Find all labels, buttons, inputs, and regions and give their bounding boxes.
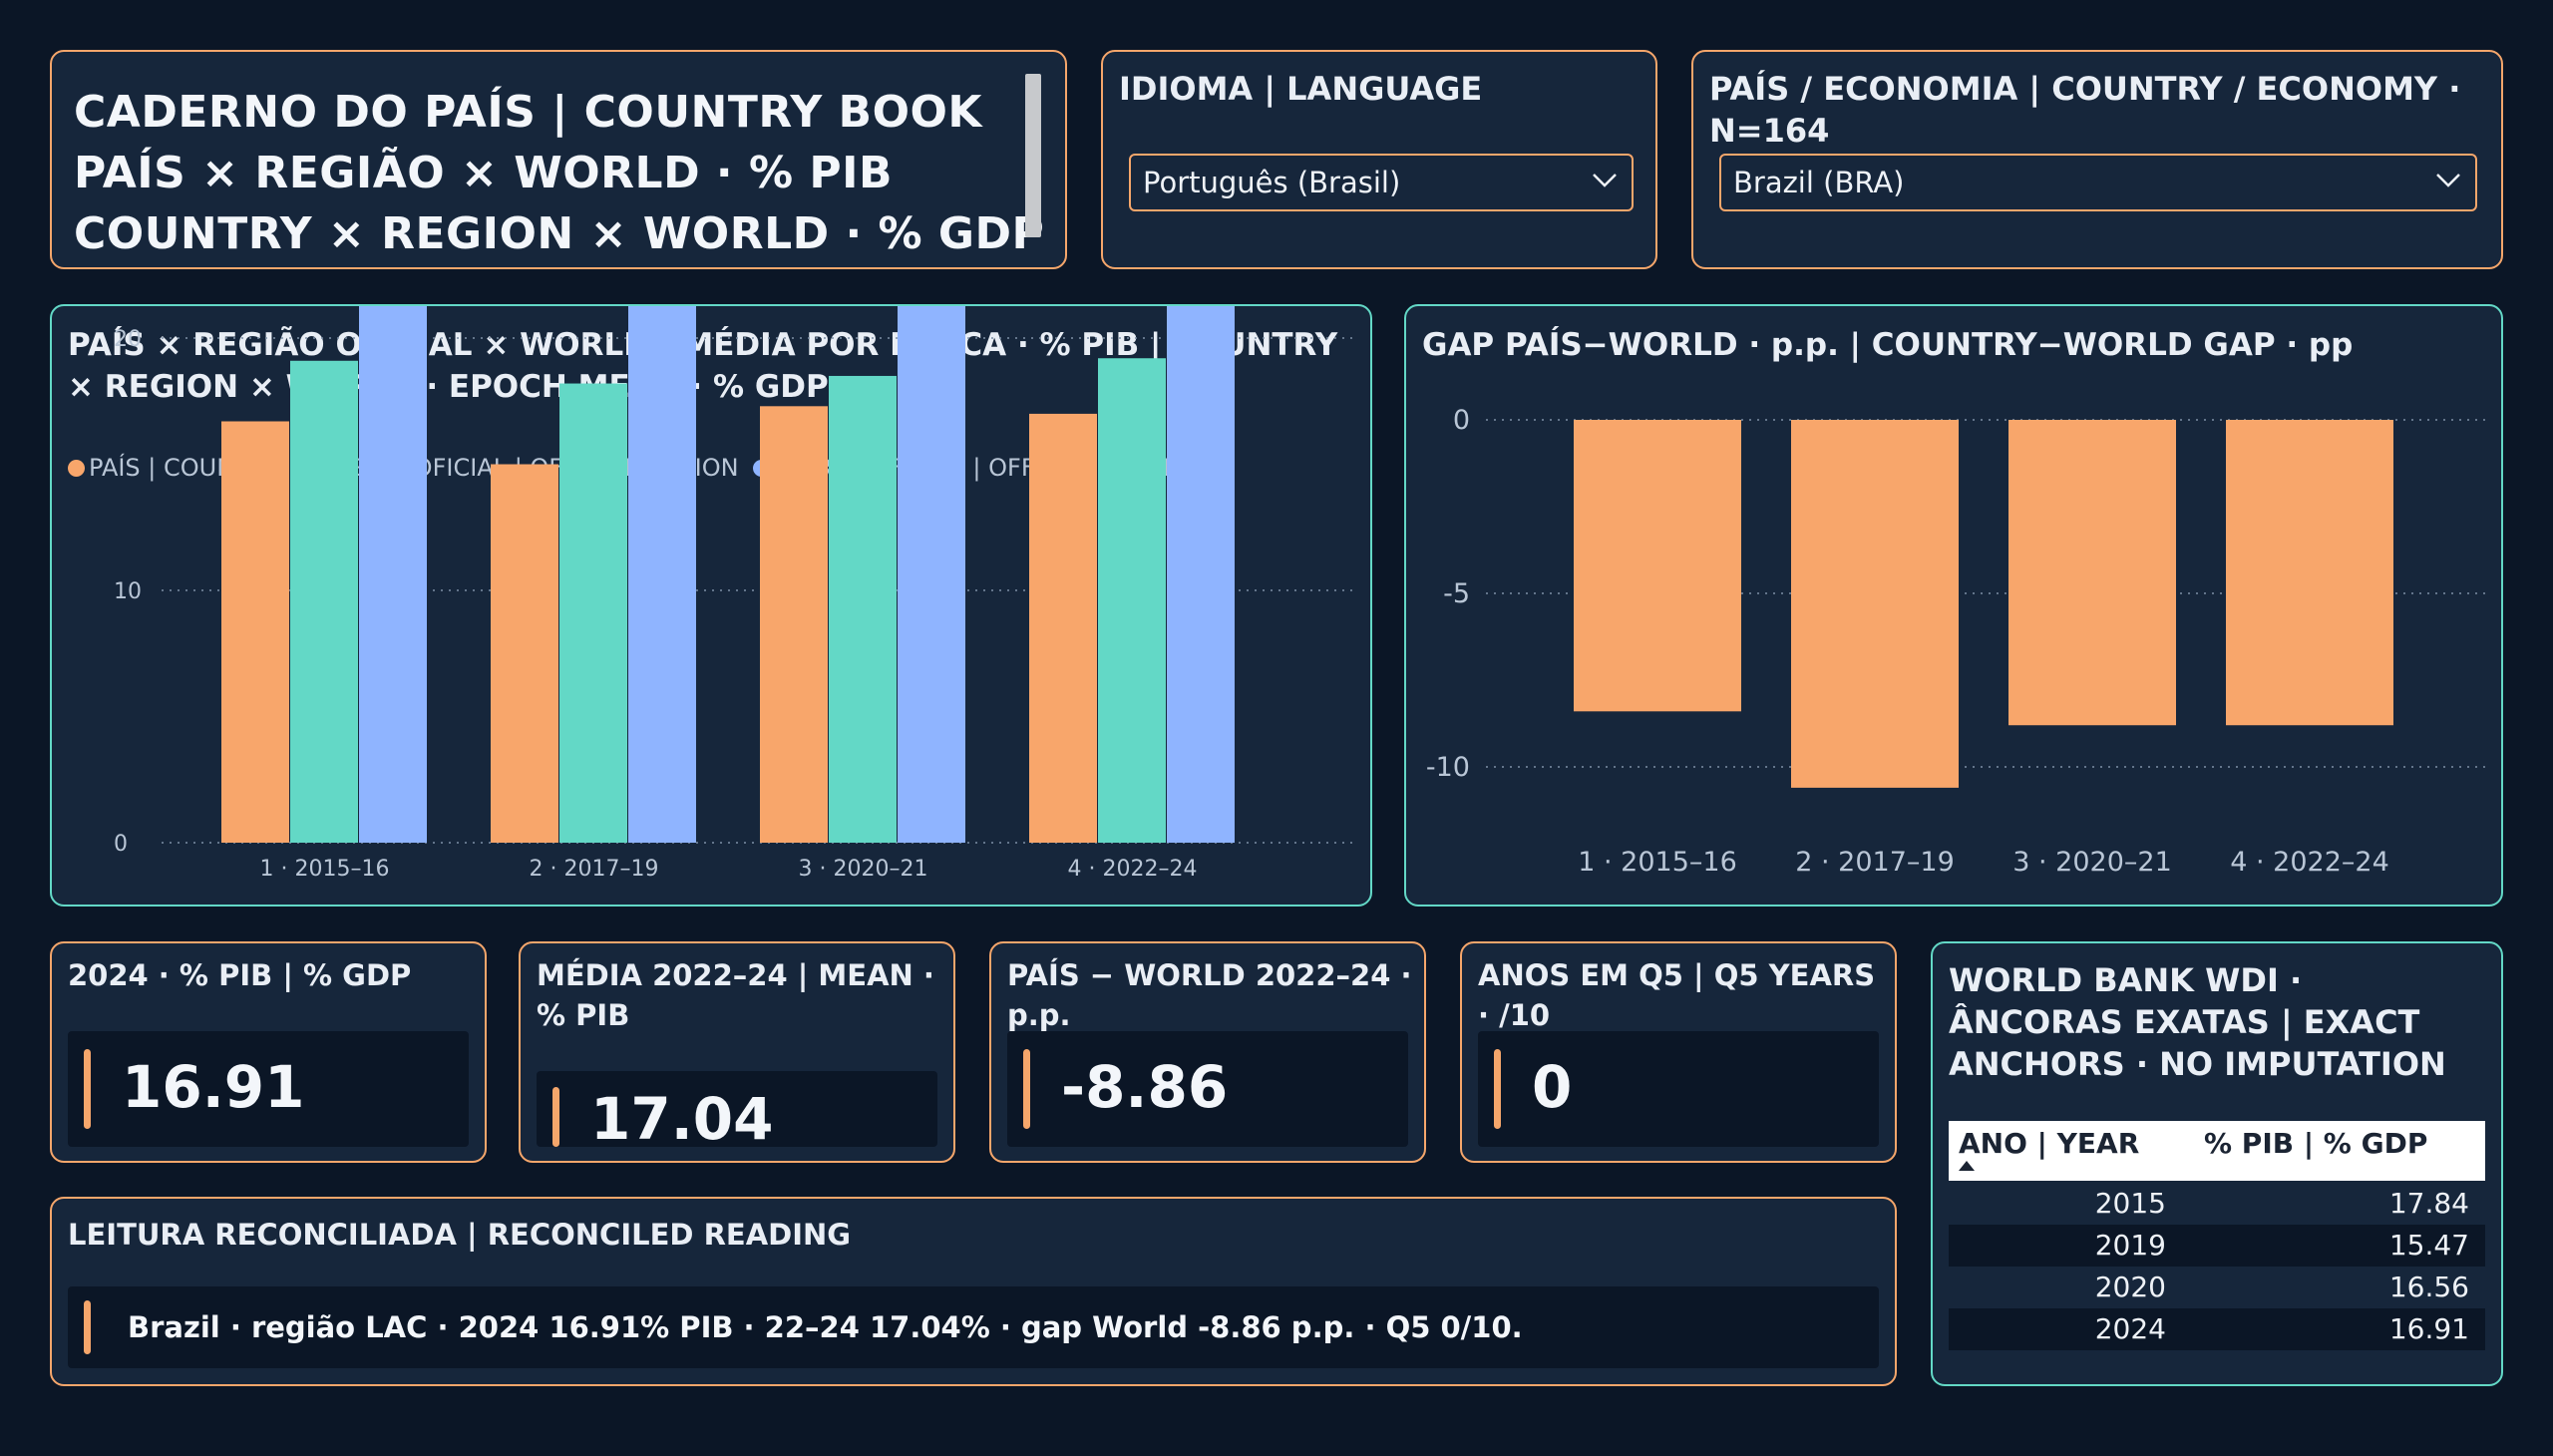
y-tick-label: 10	[114, 579, 142, 604]
y-tick-label: -5	[1443, 578, 1470, 609]
kpi-value-mean: 17.04	[590, 1085, 774, 1147]
kpi-value-box: -8.86	[1007, 1031, 1408, 1147]
title-line-3: COUNTRY × REGION × WORLD · % GDP	[74, 208, 1045, 259]
kpi-card-mean: MÉDIA 2022–24 | MEAN · % PIB 17.04	[519, 941, 955, 1163]
gap-chart-panel: GAP PAÍS−WORLD · p.p. | COUNTRY−WORLD GA…	[1404, 304, 2503, 907]
chevron-down-icon	[1593, 174, 1617, 187]
row-year: 2020	[2094, 1271, 2166, 1303]
row-value: 15.47	[2388, 1229, 2469, 1262]
country-select[interactable]: Brazil (BRA)	[1719, 154, 2477, 211]
row-year: 2024	[2094, 1312, 2166, 1345]
bar-world	[1167, 306, 1235, 844]
language-filter-panel: IDIOMA | LANGUAGE Português (Brasil)	[1101, 50, 1657, 269]
bar-region	[559, 383, 627, 843]
col-header-value[interactable]: % PIB | % GDP	[2204, 1127, 2428, 1160]
reconciled-reading-panel: LEITURA RECONCILIADA | RECONCILED READIN…	[50, 1197, 1897, 1386]
reading-box: Brazil · região LAC · 2024 16.91% PIB · …	[68, 1286, 1879, 1368]
table-row: 2015 17.84	[1949, 1183, 2485, 1225]
anchors-table-header: ANO | YEAR % PIB | % GDP	[1949, 1121, 2485, 1181]
kpi-title-gap: PAÍS − WORLD 2022–24 · p.p.	[1007, 958, 1412, 1032]
x-tick-label: 4 · 2022–24	[2230, 847, 2389, 878]
kpi-value-box: 16.91	[68, 1031, 469, 1147]
kpi-value-q5: 0	[1532, 1053, 1573, 1121]
bar-world	[628, 306, 696, 843]
kpi-title-2024: 2024 · % PIB | % GDP	[68, 958, 412, 992]
header-panel: CADERNO DO PAÍS | COUNTRY BOOK PAÍS × RE…	[50, 50, 1067, 269]
table-row: 2020 16.56	[1949, 1267, 2485, 1308]
kpi-accent-bar	[1023, 1049, 1030, 1129]
gap-bar	[2226, 420, 2393, 726]
kpi-accent-bar	[1494, 1049, 1501, 1129]
kpi-value-box: 0	[1478, 1031, 1879, 1147]
bar-region	[829, 375, 897, 843]
bar-country	[1029, 413, 1097, 843]
gap-chart-title: GAP PAÍS−WORLD · p.p. | COUNTRY−WORLD GA…	[1422, 327, 2354, 363]
row-year: 2019	[2094, 1229, 2166, 1262]
x-tick-label: 3 · 2020–21	[2012, 847, 2172, 878]
language-select-value: Português (Brasil)	[1143, 166, 1401, 199]
epoch-chart-panel: PAÍS × REGIÃO OFICIAL × WORLD · MÉDIA PO…	[50, 304, 1372, 907]
table-row: 2019 15.47	[1949, 1225, 2485, 1267]
kpi-value-2024: 16.91	[122, 1053, 305, 1121]
row-value: 16.56	[2388, 1271, 2469, 1303]
reading-title: LEITURA RECONCILIADA | RECONCILED READIN…	[68, 1218, 852, 1252]
bar-region	[1098, 358, 1166, 843]
kpi-value-gap: -8.86	[1061, 1053, 1229, 1121]
gap-bar	[1574, 420, 1741, 712]
kpi-title-q5: ANOS EM Q5 | Q5 YEARS · /10	[1478, 958, 1876, 1032]
x-tick-label: 3 · 2020–21	[799, 857, 928, 882]
page-title: CADERNO DO PAÍS | COUNTRY BOOK PAÍS × RE…	[74, 82, 1044, 264]
x-tick-label: 4 · 2022–24	[1068, 857, 1198, 882]
anchors-title: WORLD BANK WDI · ÂNCORAS EXATAS | EXACT …	[1949, 961, 2446, 1083]
x-tick-label: 2 · 2017–19	[530, 857, 659, 882]
title-scrollbar[interactable]	[1025, 74, 1041, 237]
reading-text: Brazil · região LAC · 2024 16.91% PIB · …	[128, 1310, 1523, 1344]
epoch-chart-title: PAÍS × REGIÃO OFICIAL × WORLD · MÉDIA PO…	[68, 327, 1338, 405]
anchors-panel: WORLD BANK WDI · ÂNCORAS EXATAS | EXACT …	[1931, 941, 2503, 1386]
kpi-card-2024: 2024 · % PIB | % GDP 16.91	[50, 941, 487, 1163]
bar-country	[221, 421, 289, 843]
legend-dot-country	[68, 459, 85, 477]
bar-world	[359, 306, 427, 844]
row-year: 2015	[2094, 1187, 2166, 1220]
bar-country	[491, 464, 558, 843]
x-tick-label: 1 · 2015–16	[1578, 847, 1737, 878]
row-value: 17.84	[2388, 1187, 2469, 1220]
kpi-title-mean: MÉDIA 2022–24 | MEAN · % PIB	[537, 958, 934, 1032]
reading-accent-bar	[84, 1300, 91, 1354]
y-tick-label: 0	[1453, 405, 1470, 436]
epoch-bar-chart: 0 10 20 1 · 2015–16 2 · 2017–19 3 · 2020–21 4 …	[114, 306, 1354, 882]
bar-region	[290, 360, 358, 843]
kpi-card-q5: ANOS EM Q5 | Q5 YEARS · /10 0	[1460, 941, 1897, 1163]
sort-asc-icon	[1959, 1161, 1975, 1171]
kpi-value-box: 17.04	[537, 1071, 937, 1147]
gap-bar	[1791, 420, 1959, 788]
title-line-2: PAÍS × REGIÃO × WORLD · % PIB	[74, 148, 894, 198]
kpi-accent-bar	[84, 1049, 91, 1129]
y-tick-label: 0	[114, 832, 128, 857]
language-select[interactable]: Português (Brasil)	[1129, 154, 1634, 211]
gap-bar-chart: 0 -5 -10 1 · 2015–16 2 · 2017–19 3 · 2020–21 4…	[1426, 405, 2488, 878]
kpi-accent-bar	[552, 1087, 559, 1147]
bar-country	[760, 406, 828, 843]
chevron-down-icon	[2436, 174, 2460, 187]
x-tick-label: 1 · 2015–16	[260, 857, 390, 882]
x-tick-label: 2 · 2017–19	[1795, 847, 1955, 878]
y-tick-label: 20	[114, 327, 142, 352]
row-value: 16.91	[2388, 1312, 2469, 1345]
table-row: 2024 16.91	[1949, 1308, 2485, 1350]
col-header-year[interactable]: ANO | YEAR	[1959, 1127, 2140, 1160]
gap-bar	[2008, 420, 2176, 726]
kpi-card-gap: PAÍS − WORLD 2022–24 · p.p. -8.86	[989, 941, 1426, 1163]
y-tick-label: -10	[1426, 752, 1470, 783]
country-select-value: Brazil (BRA)	[1733, 166, 1905, 199]
title-line-1: CADERNO DO PAÍS | COUNTRY BOOK	[74, 87, 982, 138]
country-filter-label: PAÍS / ECONOMIA | COUNTRY / ECONOMY · N=…	[1709, 70, 2461, 150]
bar-world	[898, 306, 965, 844]
country-filter-panel: PAÍS / ECONOMIA | COUNTRY / ECONOMY · N=…	[1691, 50, 2503, 269]
language-filter-label: IDIOMA | LANGUAGE	[1119, 70, 1483, 108]
